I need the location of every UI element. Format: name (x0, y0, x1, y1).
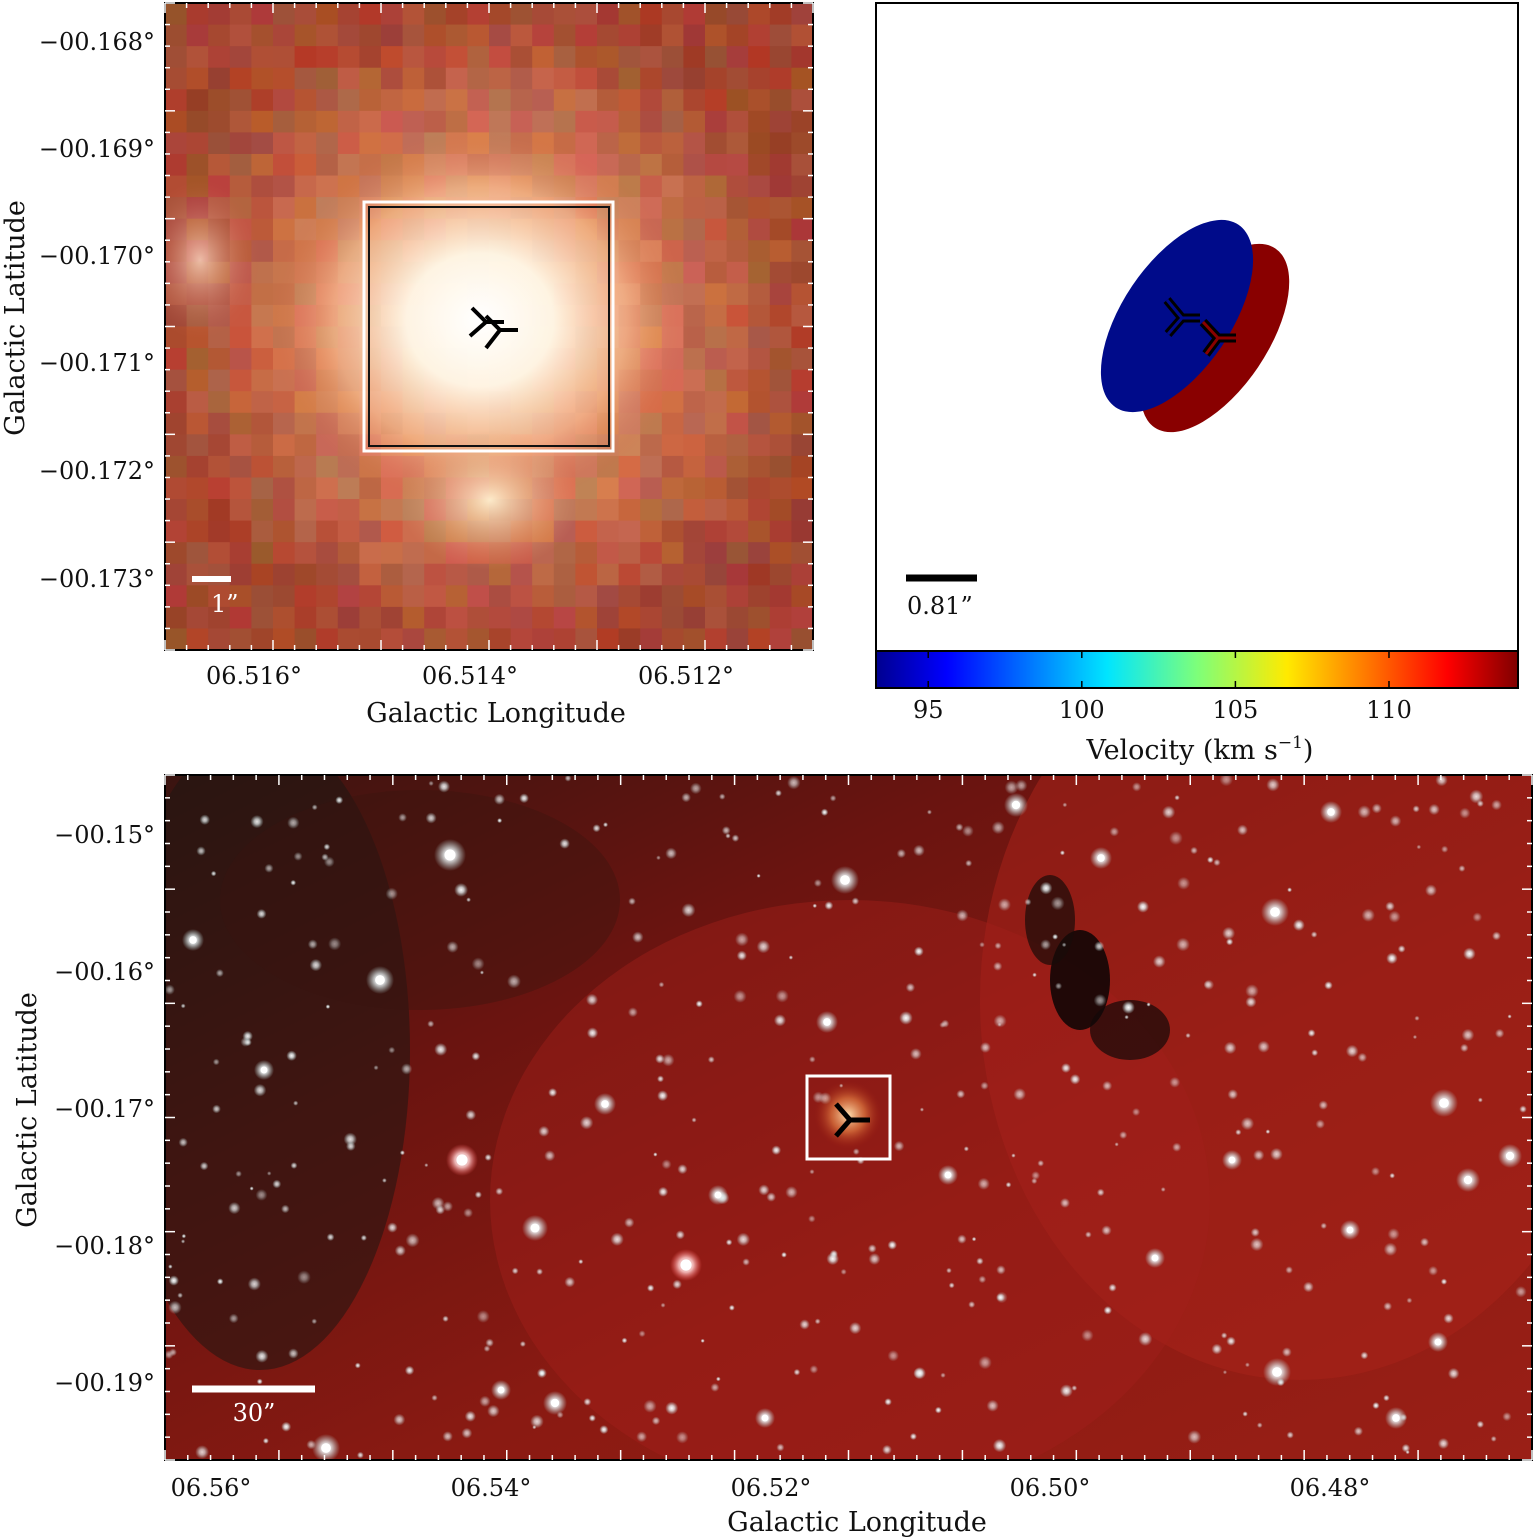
colorbar-label-sup: −1 (1278, 733, 1303, 753)
panel-a-maser-marker-1 (468, 306, 504, 338)
panel-a-ytick: −00.170° (39, 242, 155, 270)
colorbar-label-close: ) (1303, 735, 1314, 766)
panel-b-scalebar-label: 0.81” (907, 592, 973, 620)
panel-a-xtick: 06.512° (638, 662, 734, 690)
panel-a-image (165, 3, 813, 650)
panel-a-ytick: −00.169° (39, 135, 155, 163)
panel-c-xtick: 06.48° (1290, 1474, 1371, 1502)
colorbar-label: Velocity (km s−1) (1086, 733, 1314, 766)
colorbar-ticklabel: 105 (1212, 696, 1258, 724)
colorbar-ticklabel: 95 (913, 696, 944, 724)
colorbar-ticklabel: 100 (1059, 696, 1105, 724)
panel-c-maser-marker (834, 1102, 870, 1138)
colorbar (875, 650, 1519, 689)
panel-b-maser-marker-1 (1163, 297, 1200, 337)
panel-c-xtick: 06.50° (1010, 1474, 1091, 1502)
colorbar-ticklabels: 95 100 105 110 (913, 696, 1412, 724)
panel-a-ytick: −00.171° (39, 349, 155, 377)
colorbar-ticks (927, 651, 1390, 688)
panel-a-ylabel: Galactic Latitude (0, 200, 31, 436)
panel-a-maser-marker-2 (484, 314, 518, 350)
panel-c-ytick: −00.19° (54, 1369, 155, 1397)
panel-c-ytick: −00.17° (54, 1095, 155, 1123)
panel-c-xtick: 06.52° (731, 1474, 812, 1502)
panel-c-xlabel: Galactic Longitude (727, 1507, 987, 1538)
panel-c-scalebar-label: 30” (233, 1399, 276, 1427)
panel-a-xtick: 06.514° (422, 662, 518, 690)
panel-c-xticks: 06.56° 06.54° 06.52° 06.50° 06.48° (171, 1474, 1371, 1502)
panel-a-zoom-box-inner (368, 206, 610, 447)
panel-c-xtick: 06.56° (171, 1474, 252, 1502)
panel-b: 0.81” 95 100 105 110 Velocity (km s−1) (875, 2, 1519, 766)
panel-a-yticks: −00.168° −00.169° −00.170° −00.171° −00.… (39, 28, 155, 593)
panel-a-xticks: 06.516° 06.514° 06.512° (206, 662, 734, 690)
panel-b-maser-marker-2 (1199, 318, 1236, 357)
panel-c: 30” −00.15° −00.16° −00.17° −00.18° −00.… (12, 774, 1533, 1538)
panel-c-yticks: −00.15° −00.16° −00.17° −00.18° −00.19° (54, 821, 155, 1397)
panel-a-ytick: −00.172° (39, 457, 155, 485)
panel-c-ytick: −00.18° (54, 1232, 155, 1260)
panel-c-ytick: −00.16° (54, 958, 155, 986)
panel-c-xtick: 06.54° (451, 1474, 532, 1502)
panel-a-zoom-box-outer (362, 200, 615, 453)
panel-a-ytick: −00.168° (39, 28, 155, 56)
panel-c-image (165, 775, 1532, 1460)
panel-c-zoom-box (805, 1074, 892, 1161)
panel-a-xtick: 06.516° (206, 662, 302, 690)
panel-a-xlabel: Galactic Longitude (366, 698, 626, 729)
panel-a: 1” −00.168° −00.169° −00.170° −00.171° −… (0, 2, 814, 729)
colorbar-ticklabel: 110 (1366, 696, 1412, 724)
colorbar-label-main: Velocity (km s (1086, 735, 1278, 766)
panel-a-ytick: −00.173° (39, 565, 155, 593)
panel-a-scalebar-label: 1” (211, 590, 239, 618)
panel-c-ytick: −00.15° (54, 821, 155, 849)
panel-c-ylabel: Galactic Latitude (12, 992, 43, 1228)
